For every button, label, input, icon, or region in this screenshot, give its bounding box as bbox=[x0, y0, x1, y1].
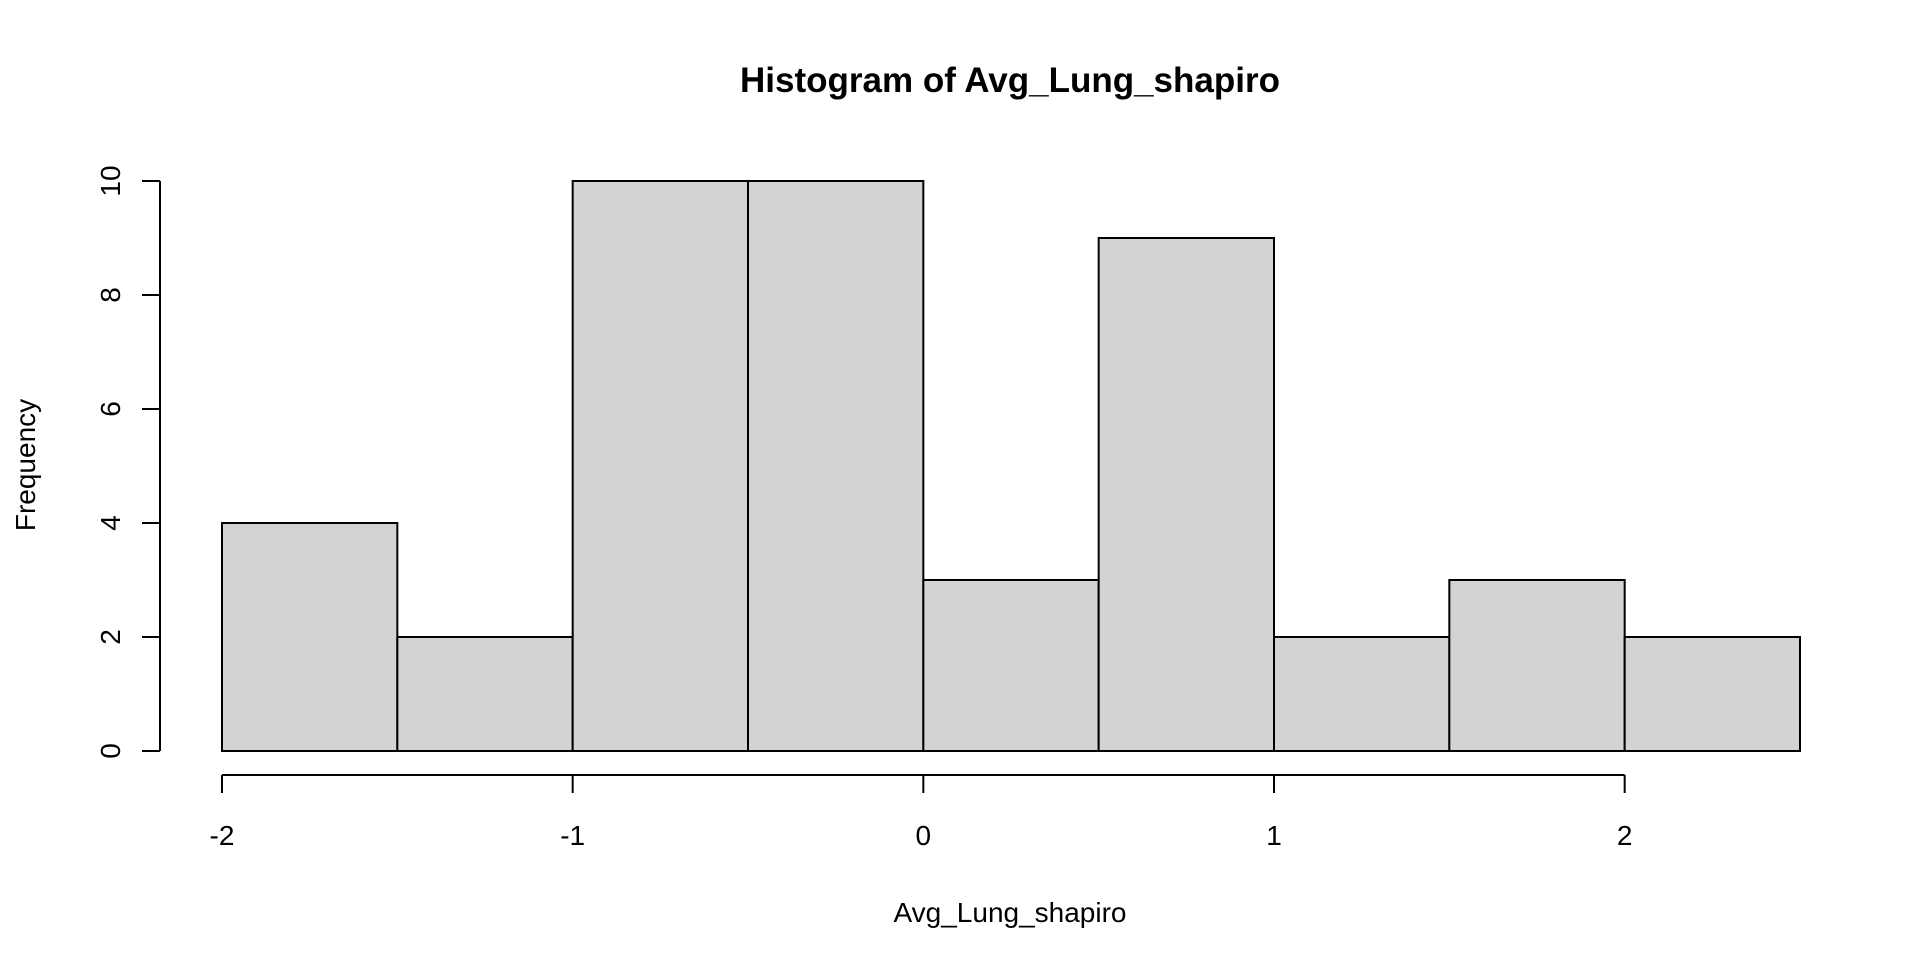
histogram-bar-6 bbox=[1273, 636, 1451, 752]
chart-title: Histogram of Avg_Lung_shapiro bbox=[740, 61, 1280, 100]
x-tick-label: 1 bbox=[1266, 820, 1282, 851]
histogram-bar-8 bbox=[1623, 636, 1801, 752]
histogram-bar-3 bbox=[747, 180, 925, 752]
y-tick-label: 2 bbox=[95, 629, 126, 645]
y-tick-label: 8 bbox=[95, 287, 126, 303]
y-axis-label: Frequency bbox=[10, 399, 41, 531]
x-tick-label: -1 bbox=[560, 820, 585, 851]
x-tick-label: -2 bbox=[210, 820, 235, 851]
y-tick-label: 0 bbox=[95, 743, 126, 759]
x-tick-label: 0 bbox=[916, 820, 932, 851]
x-axis-label: Avg_Lung_shapiro bbox=[893, 897, 1126, 928]
histogram-bar-1 bbox=[396, 636, 574, 752]
y-axis: 0 2 4 6 8 10 bbox=[95, 165, 161, 759]
histogram-bar-7 bbox=[1448, 579, 1626, 752]
y-tick-label: 6 bbox=[95, 401, 126, 417]
histogram-bar-0 bbox=[221, 522, 399, 752]
histogram-bar-4 bbox=[922, 579, 1100, 752]
y-tick-label: 4 bbox=[95, 515, 126, 531]
x-tick-label: 2 bbox=[1617, 820, 1633, 851]
x-axis: -2 -1 0 1 2 bbox=[210, 774, 1633, 851]
bars-group bbox=[221, 180, 1801, 752]
histogram-bar-2 bbox=[571, 180, 750, 752]
y-tick-label: 10 bbox=[95, 165, 126, 196]
histogram-bar-5 bbox=[1097, 237, 1275, 752]
